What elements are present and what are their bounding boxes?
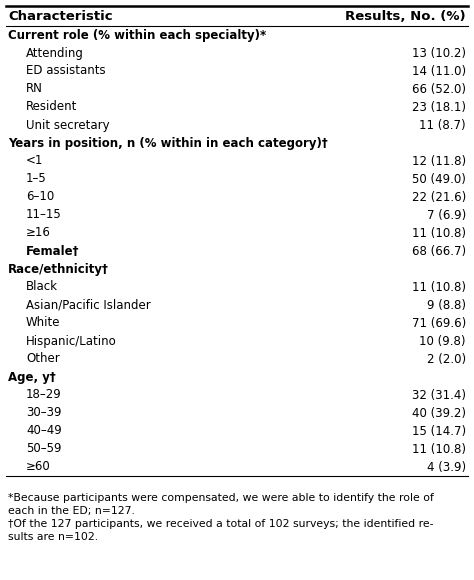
Text: 30–39: 30–39 bbox=[26, 407, 62, 419]
Text: Years in position, n (% within in each category)†: Years in position, n (% within in each c… bbox=[8, 136, 328, 150]
Text: *Because participants were compensated, we were able to identify the role of: *Because participants were compensated, … bbox=[8, 493, 434, 503]
Text: 18–29: 18–29 bbox=[26, 389, 62, 401]
Text: Resident: Resident bbox=[26, 100, 77, 114]
Text: 4 (3.9): 4 (3.9) bbox=[427, 461, 466, 473]
Text: ≥60: ≥60 bbox=[26, 461, 51, 473]
Text: Attending: Attending bbox=[26, 46, 84, 60]
Text: 7 (6.9): 7 (6.9) bbox=[427, 208, 466, 222]
Text: RN: RN bbox=[26, 82, 43, 96]
Text: 9 (8.8): 9 (8.8) bbox=[427, 299, 466, 311]
Text: Race/ethnicity†: Race/ethnicity† bbox=[8, 263, 109, 276]
Text: 13 (10.2): 13 (10.2) bbox=[412, 46, 466, 60]
Text: Unit secretary: Unit secretary bbox=[26, 118, 109, 132]
Text: †Of the 127 participants, we received a total of 102 surveys; the identified re-: †Of the 127 participants, we received a … bbox=[8, 519, 434, 529]
Text: 40–49: 40–49 bbox=[26, 425, 62, 437]
Text: 15 (14.7): 15 (14.7) bbox=[412, 425, 466, 437]
Text: 11 (10.8): 11 (10.8) bbox=[412, 281, 466, 293]
Text: 32 (31.4): 32 (31.4) bbox=[412, 389, 466, 401]
Text: Results, No. (%): Results, No. (%) bbox=[346, 9, 466, 23]
Text: 6–10: 6–10 bbox=[26, 190, 54, 204]
Text: 66 (52.0): 66 (52.0) bbox=[412, 82, 466, 96]
Text: 11 (10.8): 11 (10.8) bbox=[412, 227, 466, 240]
Text: Black: Black bbox=[26, 281, 58, 293]
Text: ≥16: ≥16 bbox=[26, 227, 51, 240]
Text: 11–15: 11–15 bbox=[26, 208, 62, 222]
Text: 68 (66.7): 68 (66.7) bbox=[412, 245, 466, 258]
Text: Current role (% within each specialty)*: Current role (% within each specialty)* bbox=[8, 28, 266, 42]
Text: <1: <1 bbox=[26, 154, 44, 168]
Text: 71 (69.6): 71 (69.6) bbox=[412, 317, 466, 329]
Text: 23 (18.1): 23 (18.1) bbox=[412, 100, 466, 114]
Text: 50–59: 50–59 bbox=[26, 443, 62, 455]
Text: sults are n=102.: sults are n=102. bbox=[8, 532, 98, 542]
Text: Asian/Pacific Islander: Asian/Pacific Islander bbox=[26, 299, 151, 311]
Text: 22 (21.6): 22 (21.6) bbox=[412, 190, 466, 204]
Text: Other: Other bbox=[26, 353, 60, 365]
Text: Hispanic/Latino: Hispanic/Latino bbox=[26, 335, 117, 347]
Text: White: White bbox=[26, 317, 61, 329]
Text: 40 (39.2): 40 (39.2) bbox=[412, 407, 466, 419]
Text: Characteristic: Characteristic bbox=[8, 9, 113, 23]
Text: 14 (11.0): 14 (11.0) bbox=[412, 64, 466, 78]
Text: 10 (9.8): 10 (9.8) bbox=[419, 335, 466, 347]
Text: each in the ED; n=127.: each in the ED; n=127. bbox=[8, 506, 135, 516]
Text: Age, y†: Age, y† bbox=[8, 371, 56, 383]
Text: 50 (49.0): 50 (49.0) bbox=[412, 172, 466, 186]
Text: 11 (10.8): 11 (10.8) bbox=[412, 443, 466, 455]
Text: ED assistants: ED assistants bbox=[26, 64, 106, 78]
Text: 11 (8.7): 11 (8.7) bbox=[419, 118, 466, 132]
Text: 2 (2.0): 2 (2.0) bbox=[427, 353, 466, 365]
Text: 1–5: 1–5 bbox=[26, 172, 47, 186]
Text: 12 (11.8): 12 (11.8) bbox=[412, 154, 466, 168]
Text: Female†: Female† bbox=[26, 245, 80, 258]
